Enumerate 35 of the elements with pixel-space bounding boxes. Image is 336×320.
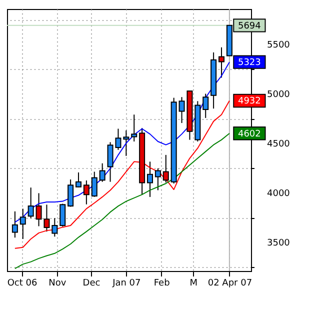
y-tick-label: 4500 [267, 139, 290, 150]
candlestick [20, 208, 26, 240]
x-tick-label: M [190, 278, 198, 288]
x-tick-label: Oct 06 [7, 278, 38, 288]
candlestick [123, 130, 130, 156]
candlestick [83, 180, 90, 205]
candlestick [131, 114, 138, 142]
x-tick-label: Nov [48, 278, 67, 288]
y-tick-label: 5500 [267, 40, 290, 51]
data-label: 4932 [238, 96, 261, 107]
data-label: 4602 [238, 129, 261, 140]
candlestick [162, 154, 169, 184]
candlestick [52, 218, 58, 238]
ref-line-label: 5694 [238, 21, 262, 32]
line-series [14, 132, 230, 270]
data-label: 5323 [238, 58, 261, 68]
candlestick [91, 171, 98, 198]
x-tick-label: Jan 07 [112, 278, 141, 288]
candlestick [218, 46, 224, 78]
candlestick [146, 161, 153, 198]
y-tick-label: 4000 [267, 188, 290, 199]
candlestick [202, 93, 209, 118]
candlestick [28, 187, 34, 219]
candlestick [12, 210, 18, 238]
x-tick-label: Dec [82, 278, 100, 288]
candlestick [68, 178, 74, 208]
candlestick [99, 162, 106, 182]
candlestick [154, 168, 161, 191]
candlestick [76, 172, 82, 188]
x-tick-label: 02 Apr 07 [208, 278, 252, 288]
candlestick [60, 203, 66, 228]
x-tick-label: Feb [154, 278, 170, 288]
y-tick-label: 5000 [267, 90, 290, 100]
y-tick-label: 3500 [267, 238, 290, 248]
line-series [14, 100, 230, 249]
